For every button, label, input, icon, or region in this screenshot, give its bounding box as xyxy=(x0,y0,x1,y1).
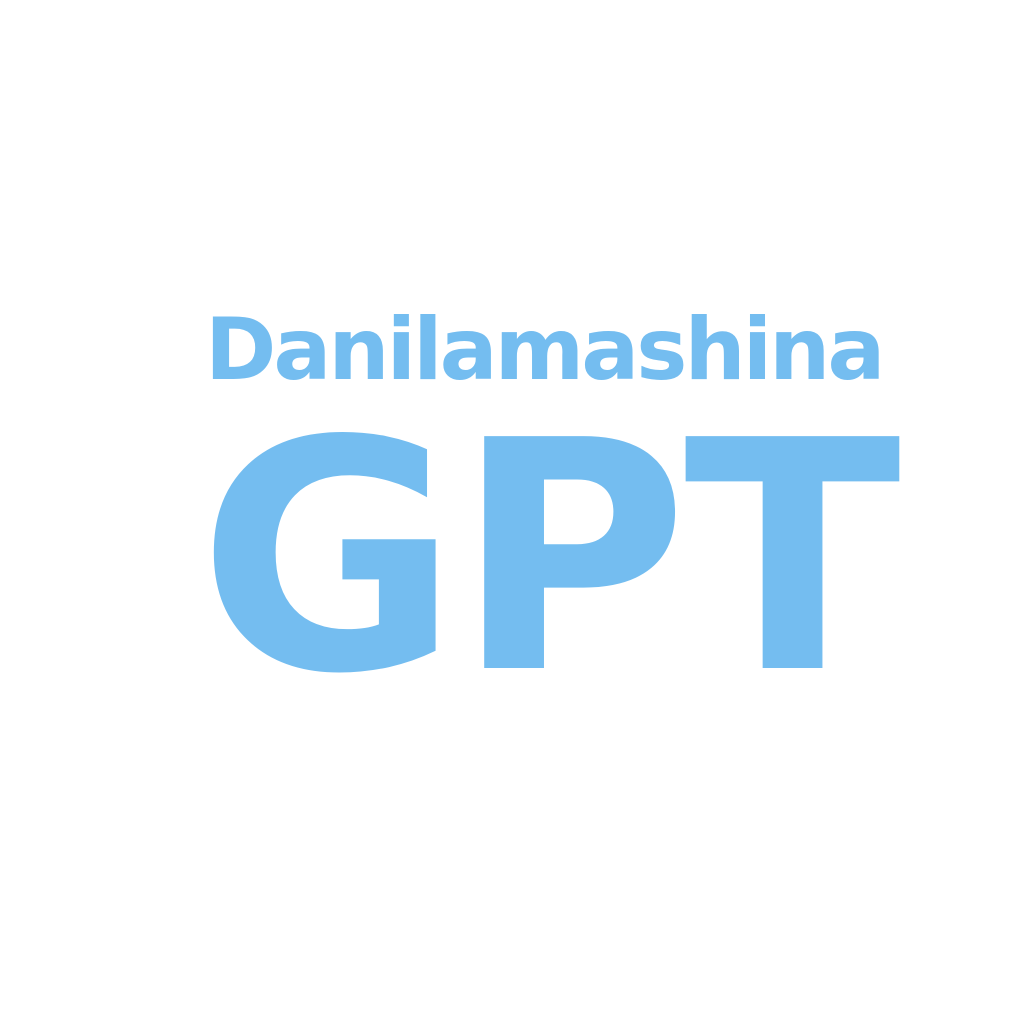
brand-name: Danilamashina xyxy=(205,300,885,400)
product-name: GPT xyxy=(198,373,901,743)
